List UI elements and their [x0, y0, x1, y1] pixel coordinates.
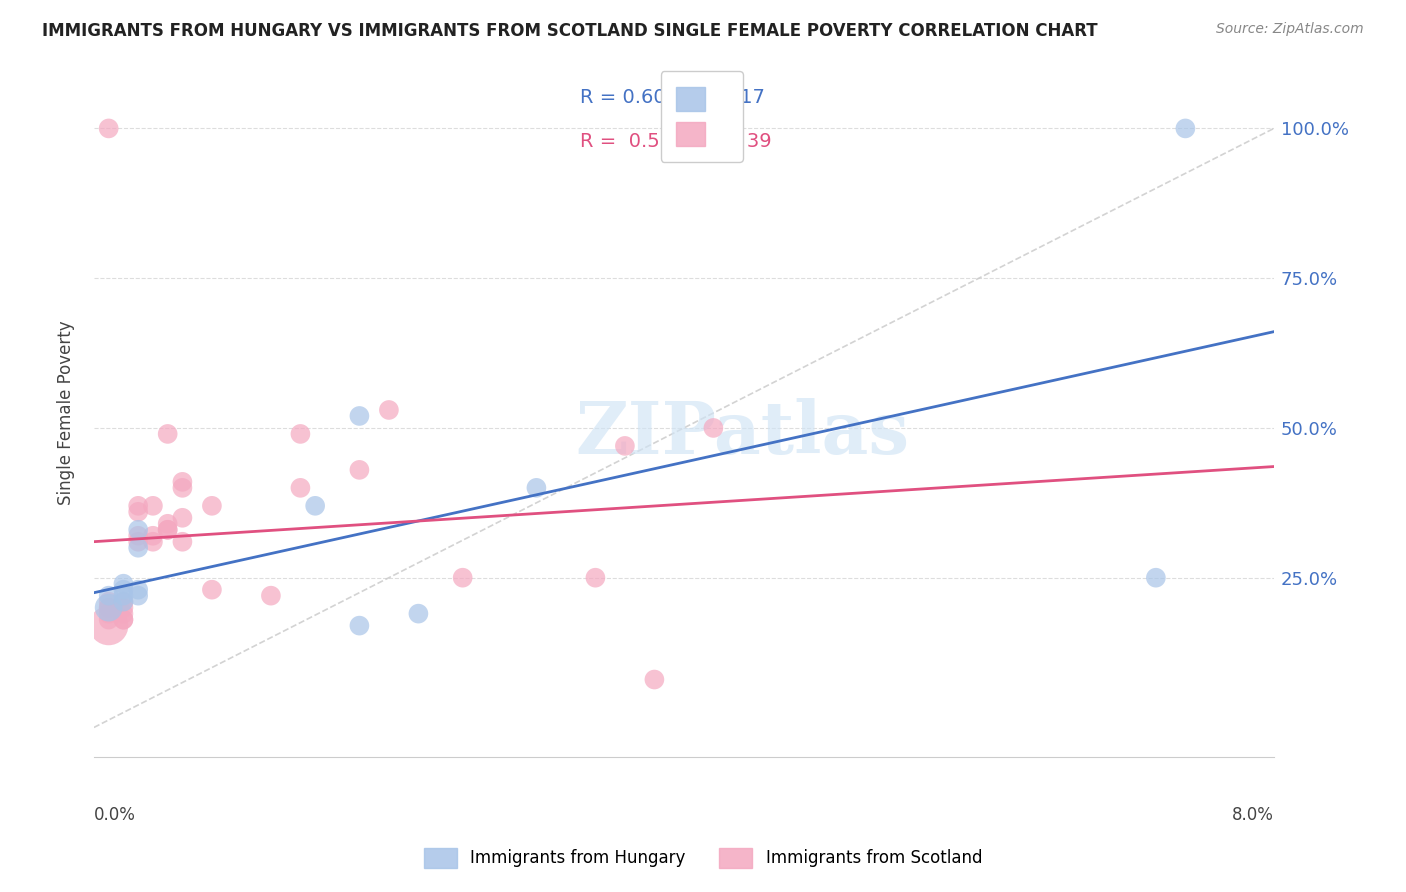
- Point: [112, 613, 135, 627]
- Point: [142, 529, 165, 543]
- Point: [349, 463, 371, 477]
- Point: [156, 523, 179, 537]
- Point: [97, 595, 120, 609]
- Legend: Immigrants from Hungary, Immigrants from Scotland: Immigrants from Hungary, Immigrants from…: [418, 841, 988, 875]
- Point: [112, 613, 135, 627]
- Point: [97, 121, 120, 136]
- Point: [127, 523, 149, 537]
- Point: [127, 589, 149, 603]
- Point: [1174, 121, 1197, 136]
- Point: [156, 516, 179, 531]
- Point: [201, 582, 224, 597]
- Text: Source: ZipAtlas.com: Source: ZipAtlas.com: [1216, 22, 1364, 37]
- Point: [97, 600, 120, 615]
- Text: 0.0%: 0.0%: [94, 805, 136, 823]
- Point: [97, 618, 120, 632]
- Point: [142, 534, 165, 549]
- Point: [127, 529, 149, 543]
- Point: [260, 589, 283, 603]
- Text: R = 0.600   N = 17: R = 0.600 N = 17: [581, 87, 765, 107]
- Point: [112, 595, 135, 609]
- Point: [583, 571, 606, 585]
- Point: [702, 421, 724, 435]
- Point: [112, 576, 135, 591]
- Point: [526, 481, 548, 495]
- Text: ZIPatlas: ZIPatlas: [576, 398, 910, 469]
- Point: [97, 607, 120, 621]
- Y-axis label: Single Female Poverty: Single Female Poverty: [58, 320, 75, 505]
- Point: [643, 673, 665, 687]
- Text: IMMIGRANTS FROM HUNGARY VS IMMIGRANTS FROM SCOTLAND SINGLE FEMALE POVERTY CORREL: IMMIGRANTS FROM HUNGARY VS IMMIGRANTS FR…: [42, 22, 1098, 40]
- Legend:  ,  : ,: [661, 71, 742, 161]
- Point: [127, 582, 149, 597]
- Point: [97, 613, 120, 627]
- Text: 8.0%: 8.0%: [1232, 805, 1274, 823]
- Point: [1144, 571, 1167, 585]
- Point: [290, 426, 312, 441]
- Point: [613, 439, 636, 453]
- Point: [378, 403, 401, 417]
- Text: R =  0.551   N = 39: R = 0.551 N = 39: [581, 132, 772, 151]
- Point: [408, 607, 430, 621]
- Point: [172, 534, 194, 549]
- Point: [156, 426, 179, 441]
- Point: [156, 523, 179, 537]
- Point: [349, 618, 371, 632]
- Point: [112, 582, 135, 597]
- Point: [97, 589, 120, 603]
- Point: [290, 481, 312, 495]
- Point: [142, 499, 165, 513]
- Point: [127, 534, 149, 549]
- Point: [112, 600, 135, 615]
- Point: [127, 499, 149, 513]
- Point: [451, 571, 474, 585]
- Point: [172, 510, 194, 524]
- Point: [127, 505, 149, 519]
- Point: [127, 541, 149, 555]
- Point: [172, 475, 194, 489]
- Point: [97, 600, 120, 615]
- Point: [112, 595, 135, 609]
- Point: [112, 607, 135, 621]
- Point: [201, 499, 224, 513]
- Point: [172, 481, 194, 495]
- Point: [112, 589, 135, 603]
- Point: [304, 499, 326, 513]
- Point: [349, 409, 371, 423]
- Point: [97, 600, 120, 615]
